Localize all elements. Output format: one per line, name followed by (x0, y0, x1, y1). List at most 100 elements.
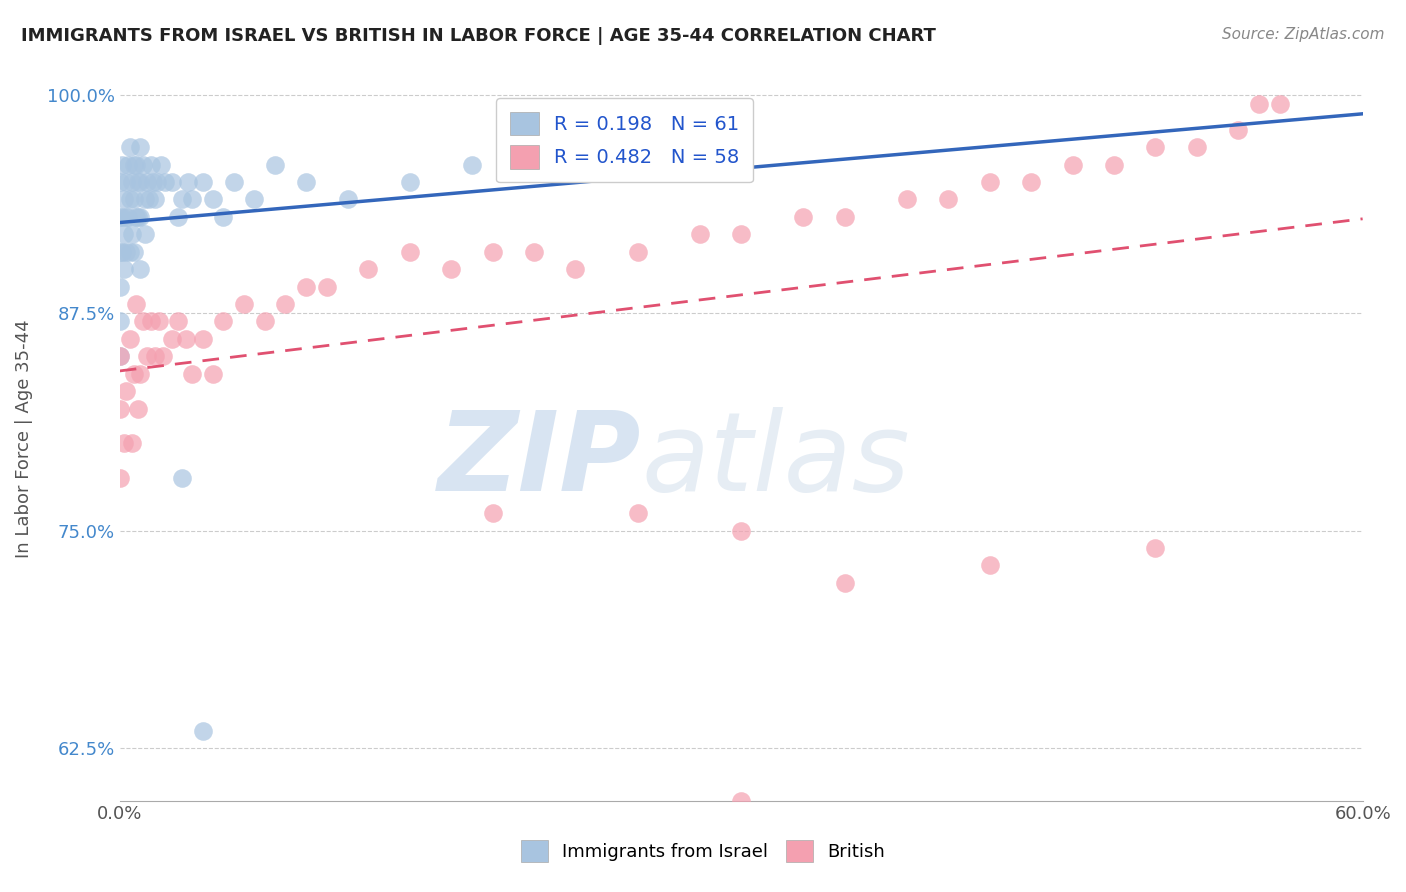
Point (160, 332, 183, 346)
Point (1019, 175, 1042, 189)
Y-axis label: In Labor Force | Age 35-44: In Labor Force | Age 35-44 (15, 319, 32, 558)
Point (177, 175, 200, 189)
Point (143, 193, 166, 207)
Point (139, 157, 162, 171)
Point (112, 227, 135, 242)
Point (1268, 96, 1291, 111)
Legend: Immigrants from Israel, British: Immigrants from Israel, British (513, 833, 893, 870)
Point (834, 210, 856, 224)
Point (730, 524, 752, 538)
Point (896, 193, 918, 207)
Point (316, 279, 339, 293)
Point (233, 297, 256, 311)
Point (1227, 122, 1250, 136)
Point (274, 297, 297, 311)
Point (146, 175, 169, 189)
Point (115, 244, 138, 259)
Point (181, 193, 204, 207)
Point (139, 314, 162, 328)
Point (936, 193, 959, 207)
Point (127, 210, 149, 224)
Point (122, 157, 145, 171)
Point (1144, 541, 1167, 555)
Point (122, 367, 145, 381)
Point (155, 175, 177, 189)
Point (152, 349, 174, 363)
Point (440, 262, 463, 277)
Text: IMMIGRANTS FROM ISRAEL VS BRITISH IN LABOR FORCE | AGE 35-44 CORRELATION CHART: IMMIGRANTS FROM ISRAEL VS BRITISH IN LAB… (21, 27, 936, 45)
Point (134, 227, 156, 242)
Point (125, 210, 148, 224)
Point (979, 558, 1001, 573)
Point (222, 175, 245, 189)
Point (108, 471, 131, 485)
Point (108, 244, 131, 259)
Text: Source: ZipAtlas.com: Source: ZipAtlas.com (1222, 27, 1385, 42)
Point (111, 244, 134, 259)
Point (1102, 157, 1125, 171)
Point (626, 244, 648, 259)
Point (112, 262, 135, 277)
Point (243, 193, 266, 207)
Point (212, 314, 235, 328)
Point (170, 193, 193, 207)
Point (461, 157, 484, 171)
Point (117, 210, 139, 224)
Point (398, 244, 420, 259)
Point (108, 349, 131, 363)
Point (121, 227, 143, 242)
Point (120, 140, 142, 154)
Point (564, 262, 586, 277)
Point (1144, 140, 1167, 154)
Point (138, 193, 160, 207)
Point (129, 140, 152, 154)
Point (120, 332, 142, 346)
Point (129, 175, 152, 189)
Point (626, 506, 648, 520)
Point (111, 157, 134, 171)
Text: ZIP: ZIP (439, 408, 641, 514)
Point (166, 314, 188, 328)
Point (148, 314, 170, 328)
Point (1247, 96, 1270, 111)
Point (129, 210, 152, 224)
Point (336, 193, 359, 207)
Point (357, 262, 380, 277)
Point (191, 175, 214, 189)
Point (117, 157, 139, 171)
Point (398, 175, 420, 189)
Point (112, 193, 135, 207)
Point (481, 506, 503, 520)
Point (129, 367, 152, 381)
Point (134, 193, 156, 207)
Point (121, 175, 143, 189)
Point (1185, 140, 1208, 154)
Point (121, 436, 143, 450)
Text: atlas: atlas (641, 408, 910, 514)
Point (129, 262, 152, 277)
Point (127, 401, 149, 416)
Point (201, 367, 224, 381)
Point (111, 210, 134, 224)
Point (142, 175, 165, 189)
Point (108, 349, 131, 363)
Point (160, 175, 183, 189)
Point (108, 175, 131, 189)
Point (689, 227, 711, 242)
Point (125, 157, 148, 171)
Point (730, 227, 752, 242)
Point (295, 175, 318, 189)
Point (191, 332, 214, 346)
Point (834, 575, 856, 590)
Point (253, 314, 276, 328)
Point (264, 157, 287, 171)
Point (481, 244, 503, 259)
Point (979, 175, 1001, 189)
Point (792, 210, 814, 224)
Point (108, 401, 131, 416)
Point (181, 367, 204, 381)
Point (120, 244, 142, 259)
Point (150, 157, 173, 171)
Point (131, 314, 153, 328)
Point (122, 193, 145, 207)
